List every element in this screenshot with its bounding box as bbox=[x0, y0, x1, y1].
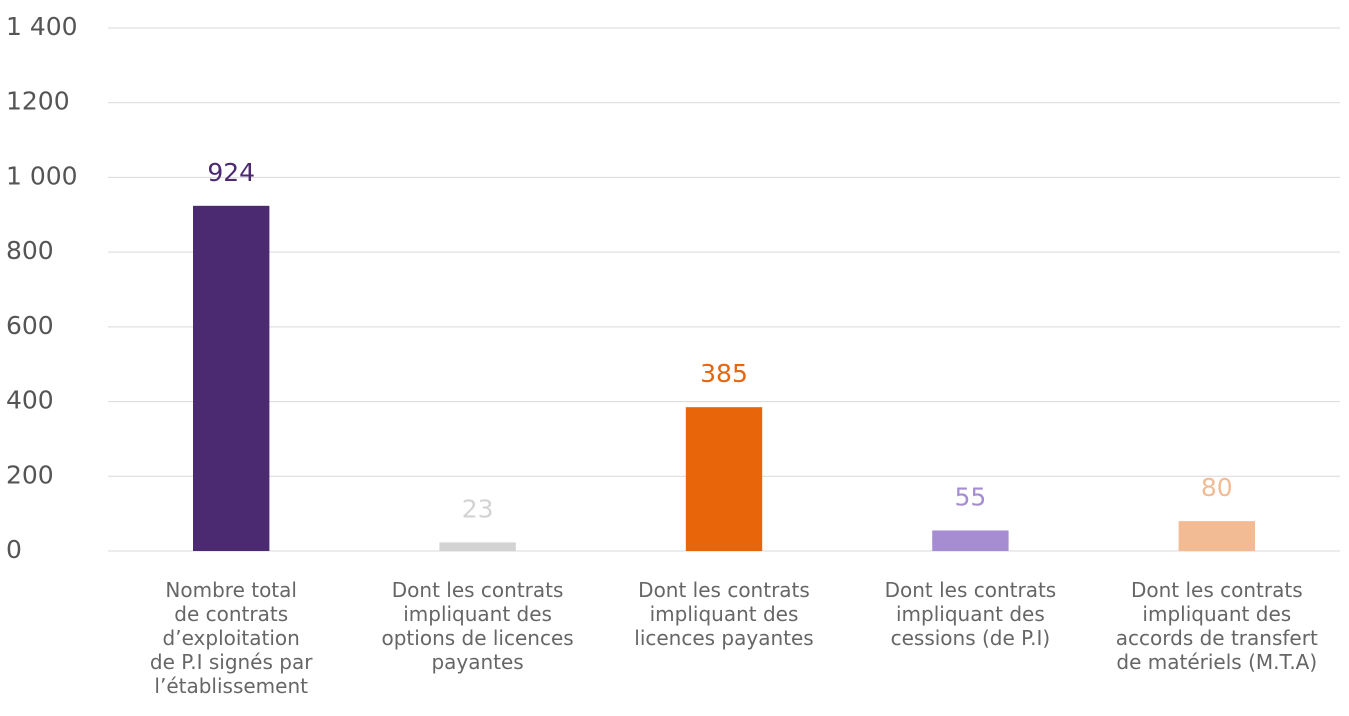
bar bbox=[439, 542, 516, 551]
y-tick-label: 600 bbox=[6, 311, 54, 340]
x-tick-label: Dont les contrats impliquant des options d… bbox=[382, 578, 574, 674]
bar bbox=[932, 530, 1009, 551]
value-label: 23 bbox=[462, 494, 494, 523]
bar bbox=[193, 205, 270, 551]
bar bbox=[1178, 521, 1255, 551]
y-tick-label: 800 bbox=[6, 236, 54, 265]
value-label: 385 bbox=[700, 359, 748, 388]
y-tick-label: 400 bbox=[6, 386, 54, 415]
x-tick-label: Dont les contrats impliquant des accords d… bbox=[1116, 578, 1318, 674]
x-tick-label: Nombre total de contrats d’exploitation de … bbox=[150, 578, 313, 698]
x-tick-label: Dont les contrats impliquant des licences … bbox=[634, 578, 813, 650]
y-tick-label: 1200 bbox=[6, 87, 70, 116]
value-label: 924 bbox=[207, 158, 255, 187]
x-tick-label: Dont les contrats impliquant des cessions … bbox=[885, 578, 1057, 650]
y-tick-label: 1 400 bbox=[6, 12, 78, 41]
value-label: 80 bbox=[1201, 473, 1233, 502]
y-tick-label: 200 bbox=[6, 460, 54, 489]
bar bbox=[685, 407, 763, 551]
y-tick-label: 1 000 bbox=[6, 161, 78, 190]
y-tick-label: 0 bbox=[6, 535, 22, 564]
value-label: 55 bbox=[954, 482, 986, 511]
